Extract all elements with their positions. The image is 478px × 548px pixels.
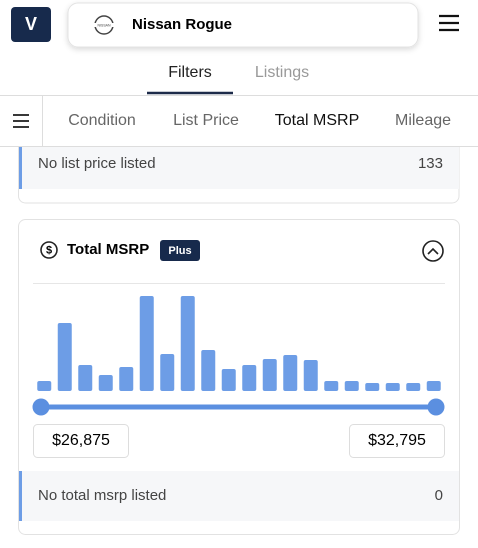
svg-text:$: $: [46, 244, 52, 256]
histogram-bar: [283, 355, 298, 391]
max-value: $32,795: [368, 432, 426, 449]
histogram-bar: [78, 365, 93, 391]
slider-handle[interactable]: [32, 398, 50, 416]
empty-row: [19, 147, 459, 189]
section-title: Total MSRP: [67, 241, 149, 258]
menu-button[interactable]: [439, 14, 459, 32]
histogram-bar: [37, 381, 52, 391]
empty-label: No total msrp listed: [38, 487, 166, 504]
empty-label: No list price listed: [38, 155, 156, 172]
histogram-bar: [180, 296, 195, 391]
empty-count: 0: [435, 487, 443, 504]
nav-item[interactable]: List Price: [173, 112, 239, 129]
histogram-bar: [303, 360, 318, 391]
histogram-bar: [119, 367, 134, 391]
histogram-bar: [344, 381, 359, 391]
badge: [160, 240, 200, 261]
search-text: Nissan Rogue: [132, 16, 232, 33]
histogram-bar: [98, 375, 113, 391]
min-value: $26,875: [52, 432, 110, 449]
histogram-bar: [406, 383, 421, 391]
row-accent: [19, 471, 22, 521]
histogram-bar: [242, 365, 257, 391]
histogram-bar: [139, 296, 154, 391]
histogram-bar: [201, 350, 216, 391]
nav-item[interactable]: Total MSRP: [275, 112, 359, 129]
dollar-icon: $: [40, 241, 58, 259]
tab[interactable]: Listings: [255, 64, 309, 81]
histogram: [37, 296, 441, 391]
histogram-bar: [160, 354, 175, 391]
badge-text: Plus: [168, 245, 191, 257]
collapse-button[interactable]: [422, 240, 444, 262]
histogram-bar: [57, 323, 72, 391]
histogram-bar: [385, 383, 400, 391]
histogram-bar: [365, 383, 380, 391]
tab[interactable]: Filters: [168, 64, 212, 81]
histogram-bar: [426, 381, 441, 391]
row-accent: [19, 147, 22, 189]
empty-count: 133: [418, 155, 443, 172]
min-input[interactable]: [33, 424, 129, 458]
filter-menu-button[interactable]: [13, 114, 29, 128]
empty-row: [19, 471, 459, 521]
svg-text:NISSAN: NISSAN: [97, 23, 111, 27]
histogram-bar: [262, 359, 277, 391]
histogram-bar: [221, 369, 236, 391]
card: [18, 219, 460, 535]
nav-item[interactable]: Condition: [68, 112, 136, 129]
search-box[interactable]: NISSAN Nissan Rogue: [67, 2, 419, 48]
histogram-bar: [324, 381, 339, 391]
max-input[interactable]: [349, 424, 445, 458]
slider-handle[interactable]: [427, 398, 445, 416]
nav-item[interactable]: Mileage: [395, 112, 451, 129]
logo-text: V: [25, 14, 37, 34]
logo[interactable]: V: [11, 7, 51, 42]
